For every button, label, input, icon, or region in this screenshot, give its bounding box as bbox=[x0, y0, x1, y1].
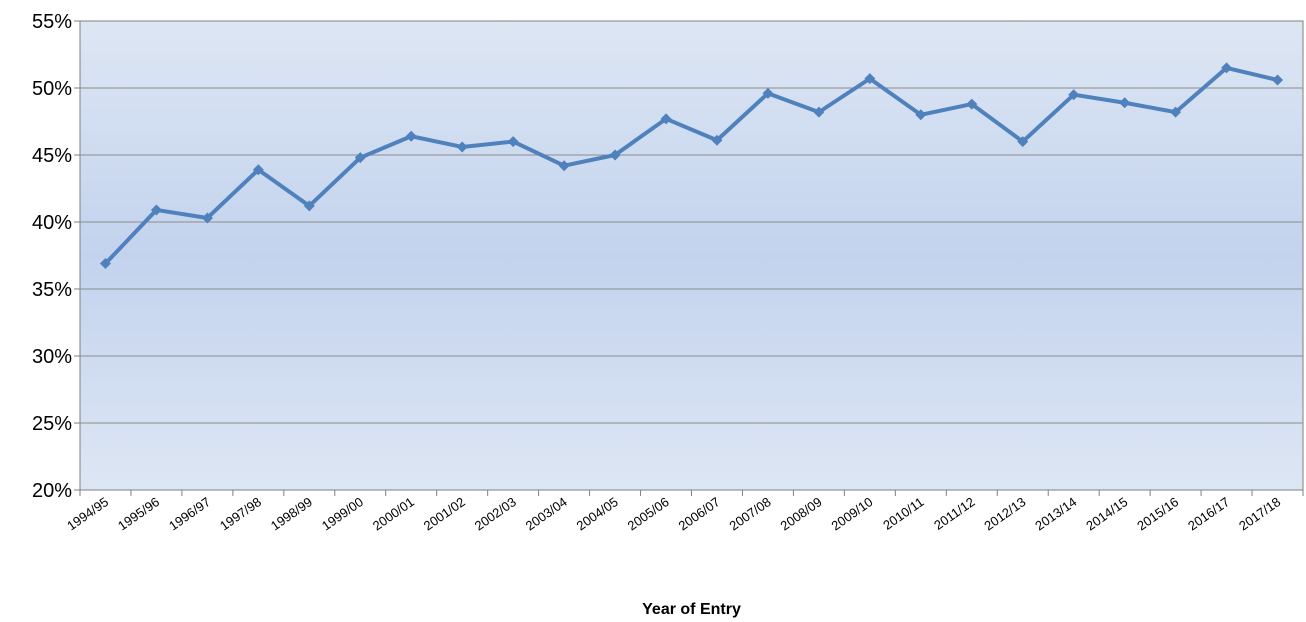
y-axis: 20% 25% 30% 35% 40% 45% 50% 55% bbox=[32, 11, 80, 502]
data-point bbox=[1068, 89, 1080, 101]
series-group bbox=[99, 62, 1284, 270]
x-tick-label: 2012/13 bbox=[981, 494, 1028, 533]
data-point bbox=[660, 113, 672, 125]
data-point bbox=[558, 160, 570, 172]
x-tick-label: 2002/03 bbox=[472, 494, 519, 533]
x-tick-label: 2000/01 bbox=[370, 494, 417, 533]
x-tick-label: 2004/05 bbox=[574, 494, 621, 533]
x-tick-label: 2009/10 bbox=[828, 494, 875, 533]
x-tick-label: 2008/09 bbox=[778, 494, 825, 533]
data-point bbox=[711, 134, 723, 146]
x-axis-title: Year of Entry bbox=[642, 601, 741, 618]
x-tick-label: 2015/16 bbox=[1134, 494, 1181, 533]
plot-area bbox=[79, 20, 1304, 491]
data-point bbox=[762, 87, 774, 99]
gridlines bbox=[80, 87, 1303, 424]
x-tick-label: 2005/06 bbox=[625, 494, 672, 533]
x-tick-label: 1998/99 bbox=[268, 494, 315, 533]
y-tick-label: 25% bbox=[32, 413, 72, 435]
y-tick-label: 55% bbox=[32, 11, 72, 33]
data-point bbox=[507, 136, 519, 148]
data-point bbox=[1170, 106, 1182, 118]
x-tick-label: 2014/15 bbox=[1083, 494, 1130, 533]
x-tick-label: 1995/96 bbox=[115, 494, 162, 533]
data-point bbox=[99, 258, 111, 270]
x-tick-label: 2011/12 bbox=[931, 494, 977, 533]
data-point bbox=[456, 141, 468, 153]
x-tick-label: 2001/02 bbox=[421, 494, 468, 533]
x-axis: 1994/95 1995/96 1996/97 1997/98 1998/99 1999/… bbox=[64, 490, 1304, 533]
data-point bbox=[609, 149, 621, 161]
y-tick-label: 20% bbox=[32, 480, 72, 502]
data-point bbox=[1272, 74, 1284, 86]
data-point bbox=[150, 204, 162, 216]
y-tick-label: 30% bbox=[32, 346, 72, 368]
x-tick-label: 2003/04 bbox=[523, 494, 570, 533]
series-line bbox=[103, 65, 1280, 266]
data-point bbox=[354, 152, 366, 164]
x-tick-label: 1997/98 bbox=[217, 494, 264, 533]
data-point bbox=[201, 212, 213, 224]
x-tick-label: 2017/18 bbox=[1236, 494, 1283, 533]
y-tick-label: 45% bbox=[32, 145, 72, 167]
y-tick-label: 35% bbox=[32, 279, 72, 301]
y-tick-label: 40% bbox=[32, 212, 72, 234]
data-point bbox=[405, 130, 417, 142]
x-tick-label: 1999/00 bbox=[319, 494, 366, 533]
data-point bbox=[1017, 136, 1029, 148]
data-point bbox=[1119, 97, 1131, 109]
x-tick-label: 2016/17 bbox=[1185, 494, 1232, 533]
y-tick-label: 50% bbox=[32, 78, 72, 100]
data-point bbox=[966, 98, 978, 110]
x-tick-label: 2007/08 bbox=[727, 494, 774, 533]
data-point bbox=[864, 73, 876, 85]
data-point bbox=[915, 109, 927, 121]
x-tick-label: 1996/97 bbox=[166, 494, 213, 533]
data-point bbox=[813, 106, 825, 118]
data-point bbox=[252, 164, 264, 176]
data-point bbox=[303, 200, 315, 212]
x-tick-label: 2010/11 bbox=[880, 494, 926, 533]
x-tick-label: 2013/14 bbox=[1032, 494, 1079, 533]
data-point bbox=[1221, 62, 1233, 74]
x-tick-label: 2006/07 bbox=[676, 494, 723, 533]
